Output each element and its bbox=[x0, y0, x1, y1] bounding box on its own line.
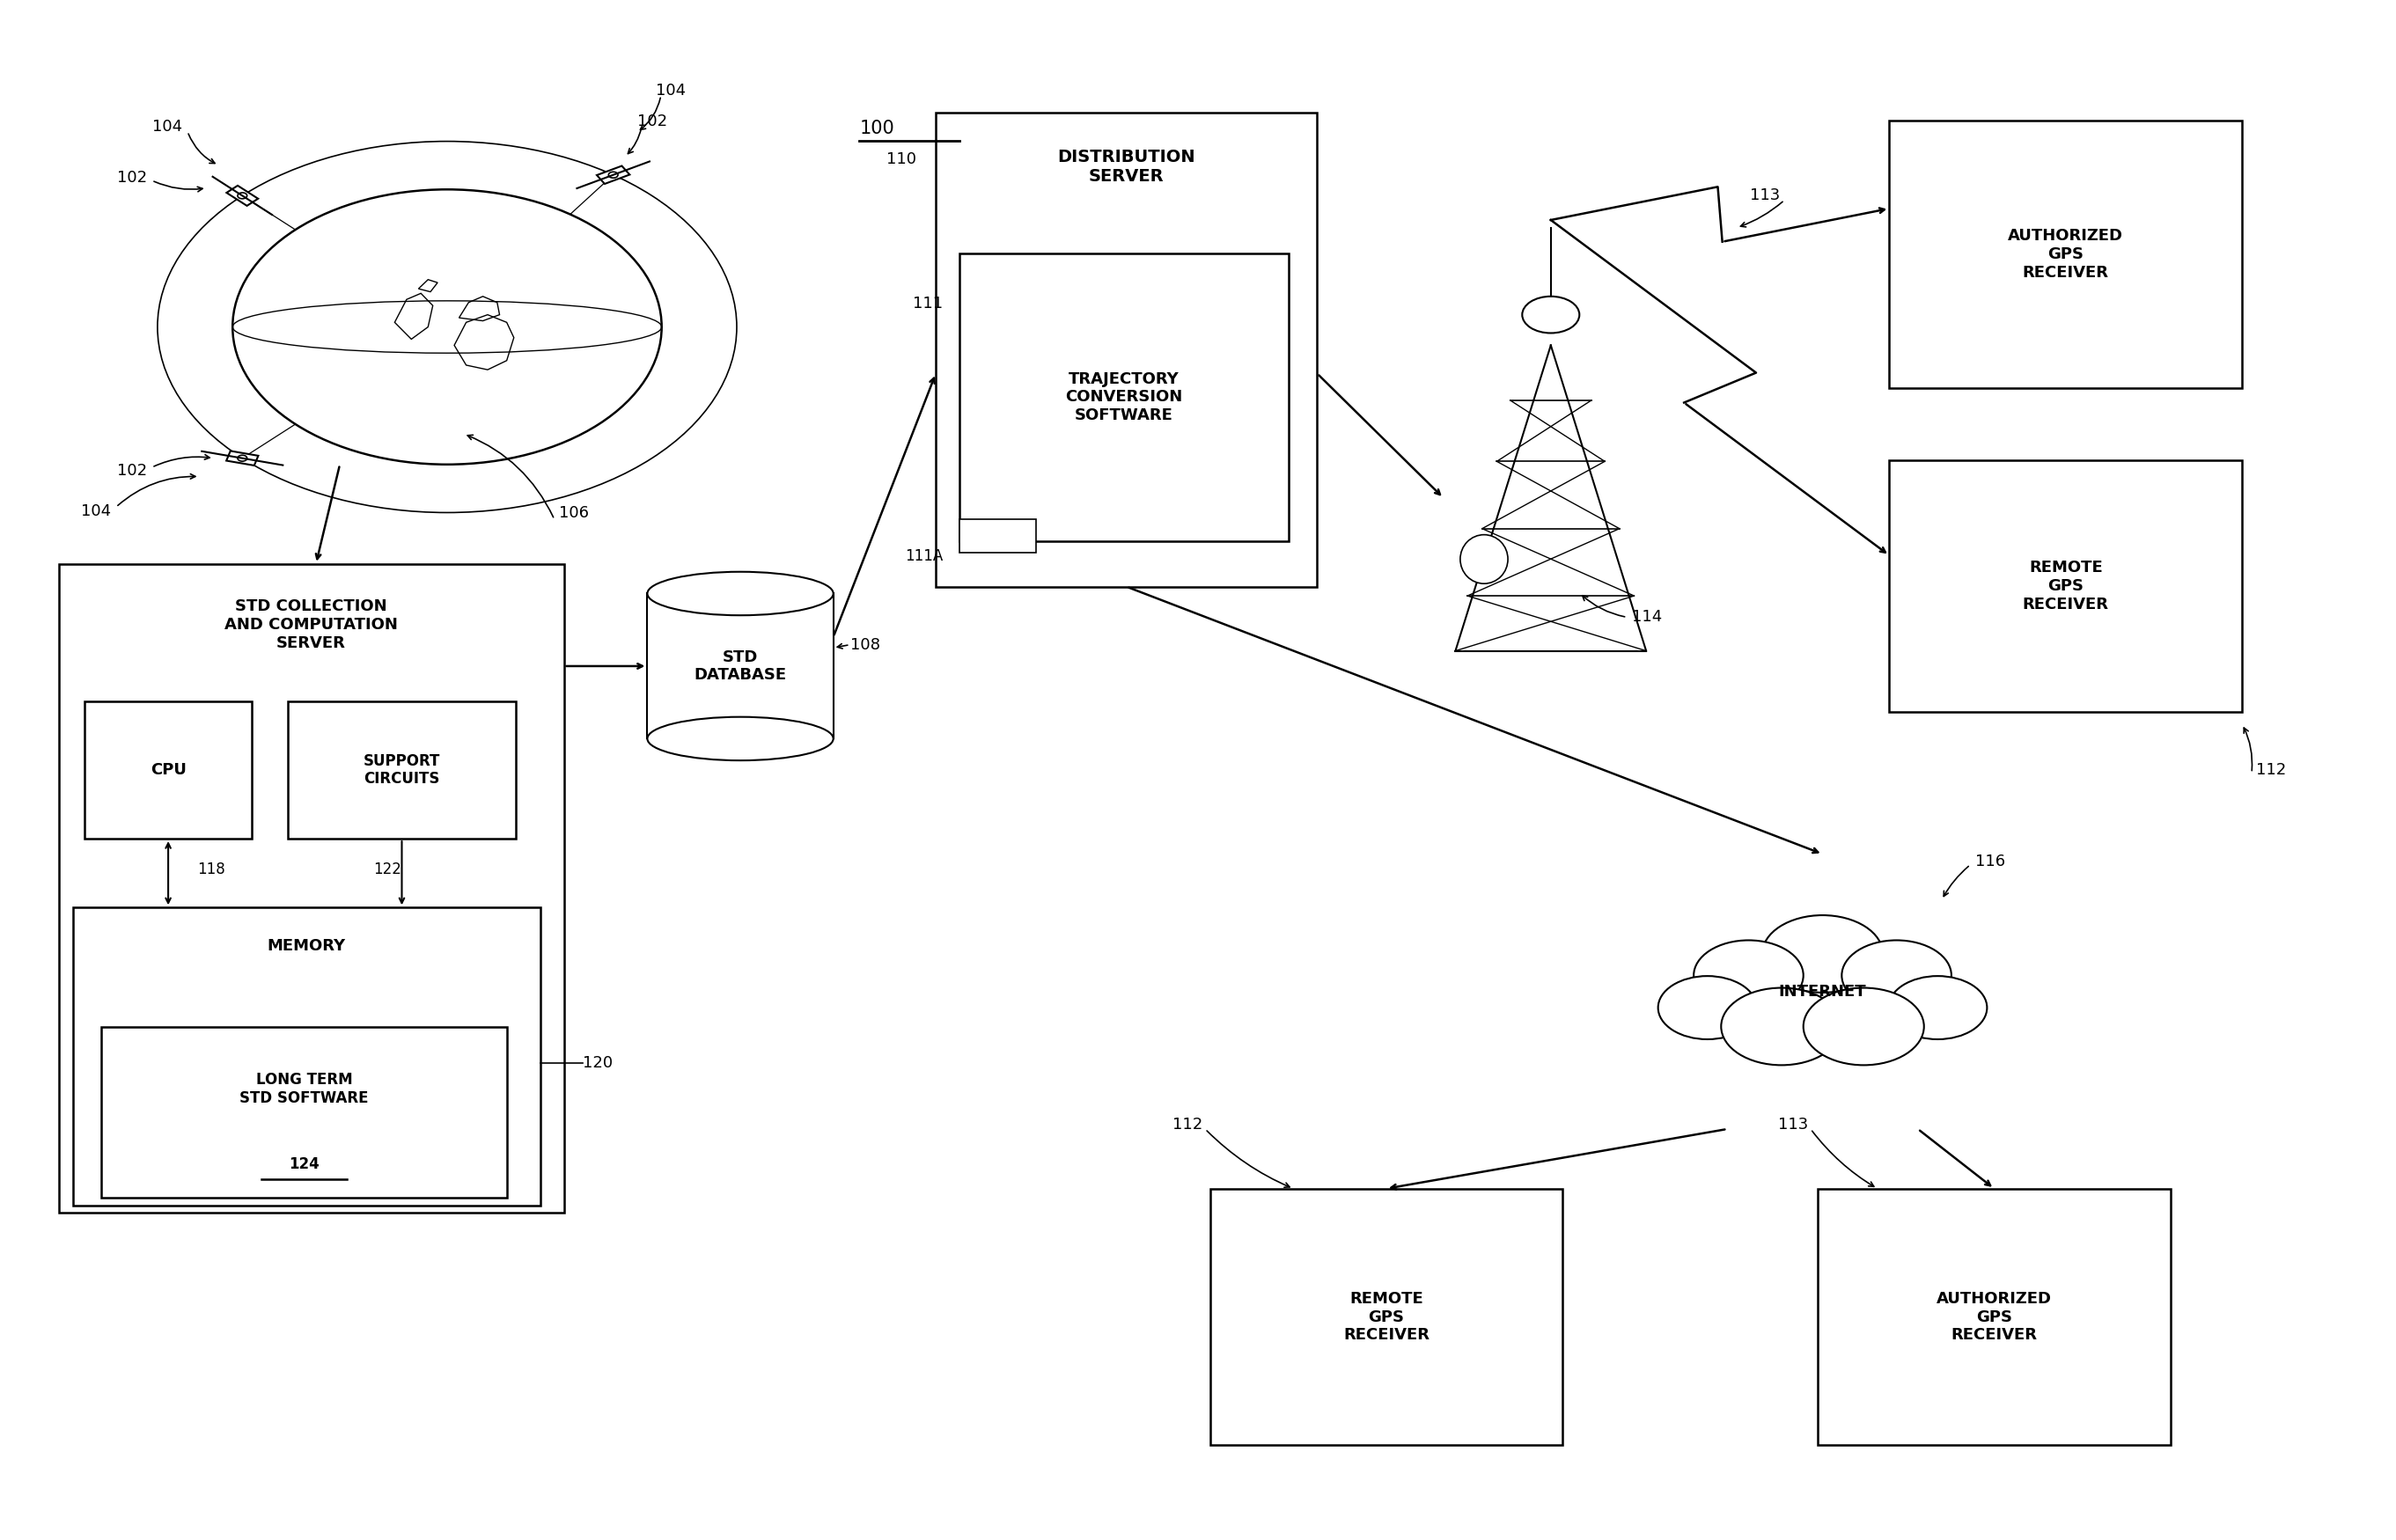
Bar bbox=[1890, 460, 2243, 711]
Text: 100: 100 bbox=[860, 120, 894, 137]
Bar bbox=[84, 701, 252, 839]
Bar bbox=[937, 112, 1318, 587]
Circle shape bbox=[1521, 296, 1579, 333]
Text: 111A: 111A bbox=[906, 548, 944, 564]
Text: CPU: CPU bbox=[151, 762, 187, 778]
Polygon shape bbox=[225, 451, 259, 465]
Text: 111: 111 bbox=[913, 296, 944, 313]
Circle shape bbox=[1843, 941, 1950, 1010]
Bar bbox=[961, 519, 1035, 553]
Text: 113: 113 bbox=[1749, 188, 1780, 203]
Text: 112: 112 bbox=[2257, 762, 2286, 778]
Text: INTERNET: INTERNET bbox=[1778, 984, 1866, 999]
Text: AUTHORIZED
GPS
RECEIVER: AUTHORIZED GPS RECEIVER bbox=[2008, 228, 2123, 280]
Text: 110: 110 bbox=[887, 151, 918, 166]
Text: 113: 113 bbox=[1778, 1116, 1809, 1132]
Bar bbox=[1819, 1189, 2171, 1445]
Circle shape bbox=[1658, 976, 1756, 1040]
Text: 108: 108 bbox=[851, 638, 879, 653]
Bar bbox=[72, 907, 539, 1206]
Text: 102: 102 bbox=[117, 462, 146, 479]
Text: 112: 112 bbox=[1172, 1116, 1203, 1132]
Text: 116: 116 bbox=[1974, 853, 2005, 870]
Text: LONG TERM
STD SOFTWARE: LONG TERM STD SOFTWARE bbox=[240, 1072, 369, 1106]
Circle shape bbox=[1720, 987, 1843, 1066]
Text: SUPPORT
CIRCUITS: SUPPORT CIRCUITS bbox=[364, 753, 441, 787]
Bar bbox=[58, 564, 563, 1214]
Text: 104: 104 bbox=[81, 504, 110, 519]
Text: DISTRIBUTION
SERVER: DISTRIBUTION SERVER bbox=[1057, 148, 1196, 185]
Bar bbox=[101, 1027, 506, 1198]
Text: 104: 104 bbox=[153, 119, 182, 136]
Circle shape bbox=[1761, 915, 1883, 993]
Circle shape bbox=[232, 189, 661, 465]
Text: 122: 122 bbox=[374, 862, 403, 878]
Text: 106: 106 bbox=[558, 505, 589, 521]
Ellipse shape bbox=[647, 718, 834, 761]
Text: 114: 114 bbox=[1632, 610, 1663, 625]
Text: REMOTE
GPS
RECEIVER: REMOTE GPS RECEIVER bbox=[2022, 559, 2108, 611]
Text: 102: 102 bbox=[637, 114, 666, 129]
Text: STD COLLECTION
AND COMPUTATION
SERVER: STD COLLECTION AND COMPUTATION SERVER bbox=[225, 599, 398, 651]
Bar bbox=[288, 701, 515, 839]
Bar bbox=[647, 593, 834, 739]
Bar bbox=[1890, 120, 2243, 388]
Text: STD
DATABASE: STD DATABASE bbox=[695, 648, 786, 684]
Bar bbox=[961, 254, 1289, 541]
Polygon shape bbox=[228, 186, 259, 206]
Text: 118: 118 bbox=[196, 862, 225, 878]
Text: 104: 104 bbox=[657, 83, 685, 99]
Circle shape bbox=[1888, 976, 1986, 1040]
Circle shape bbox=[1694, 941, 1804, 1010]
Text: 124: 124 bbox=[290, 1157, 319, 1172]
Text: TRAJECTORY
CONVERSION
SOFTWARE: TRAJECTORY CONVERSION SOFTWARE bbox=[1066, 371, 1184, 424]
Polygon shape bbox=[597, 166, 630, 183]
Text: AUTHORIZED
GPS
RECEIVER: AUTHORIZED GPS RECEIVER bbox=[1936, 1291, 2051, 1343]
Bar bbox=[1210, 1189, 1562, 1445]
Ellipse shape bbox=[1459, 534, 1507, 584]
Ellipse shape bbox=[647, 571, 834, 616]
Text: MEMORY: MEMORY bbox=[268, 938, 345, 953]
Circle shape bbox=[1804, 987, 1924, 1066]
Text: 102: 102 bbox=[117, 169, 146, 185]
Text: 120: 120 bbox=[582, 1055, 613, 1072]
Text: REMOTE
GPS
RECEIVER: REMOTE GPS RECEIVER bbox=[1344, 1291, 1430, 1343]
